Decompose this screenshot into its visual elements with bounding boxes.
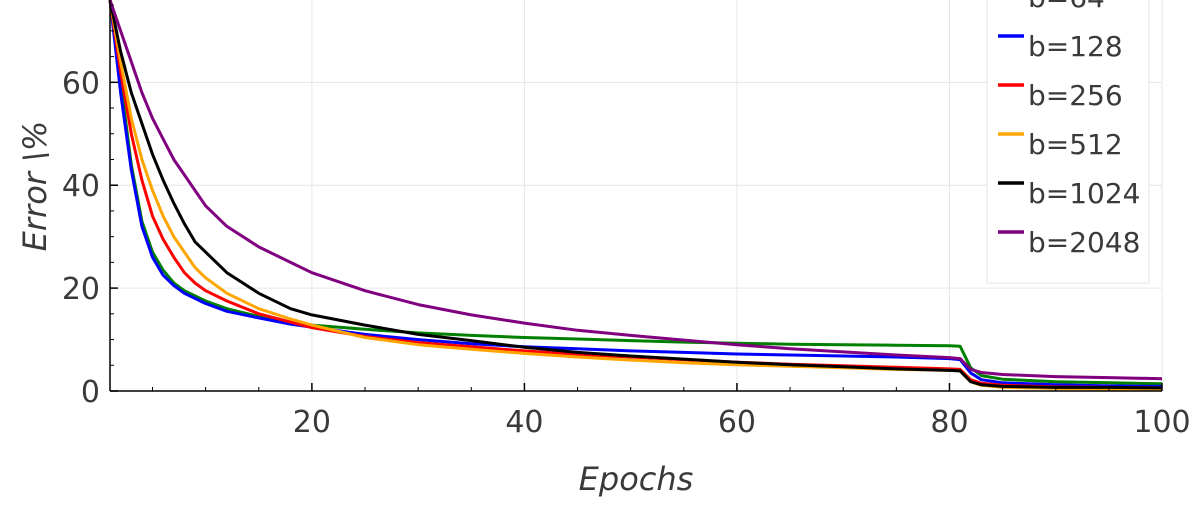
legend-label: b=128	[1028, 30, 1123, 63]
legend-label: b=256	[1028, 79, 1123, 112]
series-line-b=2048	[108, 0, 1163, 381]
legend-label: b=1024	[1028, 177, 1141, 210]
series-line-b=64	[108, 0, 1163, 386]
x-tick-label: 40	[505, 405, 543, 440]
x-tick-label: 80	[930, 405, 968, 440]
legend: b=64 b=128 b=256 b=512 b=1024 b=2048	[986, 0, 1150, 284]
x-axis-title: Epochs	[579, 460, 694, 498]
axis-ticks: 20 40 60 80 100 0 20 40 60	[62, 4, 1191, 440]
legend-box	[986, 0, 1150, 284]
y-tick-label: 20	[62, 272, 100, 307]
series-line-b=1024	[108, 0, 1163, 390]
legend-label: b=512	[1028, 128, 1123, 161]
legend-label: b=64	[1028, 0, 1105, 14]
y-axis-title: Error \%	[16, 121, 54, 252]
series-line-b=128	[108, 0, 1163, 388]
legend-label: b=2048	[1028, 226, 1141, 259]
x-tick-label: 100	[1133, 405, 1190, 440]
x-tick-label: 60	[718, 405, 756, 440]
y-tick-label: 60	[62, 66, 100, 101]
y-tick-label: 0	[81, 375, 100, 410]
x-tick-label: 20	[293, 405, 331, 440]
y-tick-label: 40	[62, 169, 100, 204]
series-lines	[108, 0, 1163, 391]
